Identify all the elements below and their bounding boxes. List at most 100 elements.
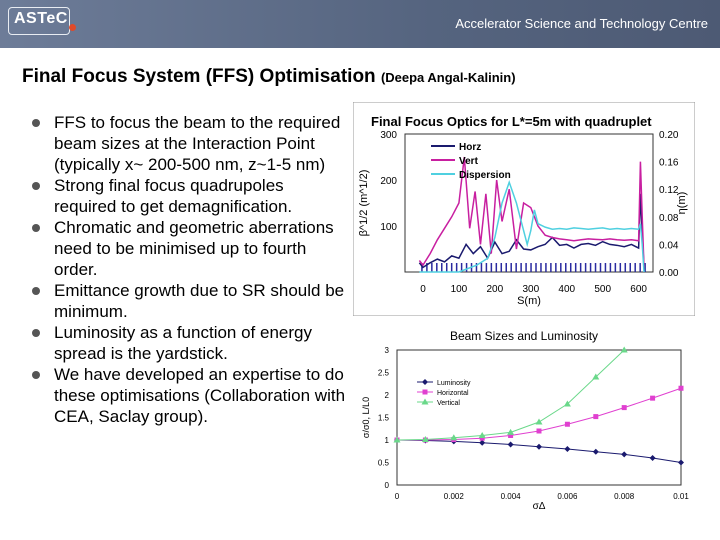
- data-point: [621, 405, 627, 411]
- series-line-vert: [418, 156, 645, 268]
- plot-area: [404, 133, 654, 273]
- bullet-item: Luminosity as a function of energy sprea…: [32, 322, 350, 364]
- data-point: [478, 432, 486, 438]
- x-tick-label: 0: [395, 492, 400, 501]
- series-line-dispersion: [419, 180, 645, 273]
- x-tick-label: 400: [558, 284, 575, 295]
- magnet-marker: [609, 263, 612, 272]
- data-point: [421, 436, 429, 443]
- bullet-icon: [32, 371, 40, 379]
- magnet-marker: [465, 263, 468, 272]
- magnet-marker: [569, 263, 572, 272]
- data-point: [450, 434, 458, 441]
- y2-tick-label: 0.20: [659, 130, 679, 141]
- y-axis-label: β^1/2 (m^1/2): [358, 170, 370, 237]
- magnet-marker: [421, 263, 423, 272]
- bullet-text: We have developed an expertise to do the…: [54, 365, 346, 426]
- legend-label: Horizontal: [437, 390, 469, 397]
- magnet-marker: [634, 263, 636, 272]
- magnet-marker: [505, 263, 507, 272]
- x-tick-label: 0.004: [501, 492, 522, 501]
- data-point: [678, 459, 684, 466]
- magnet-marker: [431, 263, 433, 272]
- header-banner: ASTeC Accelerator Science and Technology…: [0, 0, 720, 48]
- series-line-horz: [418, 193, 645, 269]
- bullet-icon: [32, 182, 40, 190]
- y-tick-label: 0: [385, 481, 390, 490]
- bullet-text: FFS to focus the beam to the required be…: [54, 113, 341, 174]
- legend-label: Luminosity: [437, 380, 471, 387]
- y-tick-label: 100: [380, 222, 397, 233]
- x-tick-label: 0.01: [673, 492, 689, 501]
- bullet-item: Chromatic and geometric aberrations need…: [32, 217, 350, 280]
- legend-label: Vert: [459, 156, 479, 167]
- astec-logo: ASTeC: [14, 10, 68, 27]
- magnet-marker: [475, 263, 478, 272]
- magnet-marker: [555, 263, 557, 272]
- y-tick-label: 2: [385, 391, 390, 400]
- series-line-vertical: [396, 349, 625, 441]
- y2-tick-label: 0.08: [659, 213, 679, 224]
- bullet-list: FFS to focus the beam to the required be…: [32, 112, 350, 427]
- y-tick-label: 1: [385, 436, 390, 445]
- data-point: [479, 435, 485, 441]
- data-point: [535, 418, 543, 425]
- bullet-text: Emittance growth due to SR should be min…: [54, 281, 345, 321]
- magnet-marker: [540, 263, 542, 272]
- data-point: [649, 455, 656, 461]
- legend-label: Vertical: [437, 400, 460, 407]
- bullet-text: Chromatic and geometric aberrations need…: [54, 218, 334, 279]
- data-point: [678, 385, 684, 391]
- bullet-item: FFS to focus the beam to the required be…: [32, 112, 350, 175]
- magnet-marker: [589, 263, 592, 272]
- magnet-marker: [560, 263, 562, 272]
- y2-axis-label: η(m): [676, 192, 688, 215]
- data-point: [564, 446, 571, 452]
- chart-frame: [353, 102, 695, 316]
- y-axis-label: σ/σ0, L/L0: [361, 397, 371, 438]
- x-axis-label: S(m): [517, 295, 541, 307]
- y2-tick-label: 0.04: [659, 240, 679, 251]
- x-tick-label: 0.008: [614, 492, 635, 501]
- slide-title: Final Focus System (FFS) Optimisation (D…: [22, 66, 516, 88]
- magnet-marker: [455, 263, 458, 272]
- data-point: [536, 443, 542, 450]
- bullet-item: Emittance growth due to SR should be min…: [32, 280, 350, 322]
- beam-size-chart: Beam Sizes and Luminosity 0 0.002 0.004 0.00…: [361, 329, 689, 512]
- data-point: [536, 428, 542, 434]
- magnet-marker: [579, 263, 582, 272]
- magnet-marker: [460, 263, 463, 272]
- bullet-item: We have developed an expertise to do the…: [32, 364, 350, 427]
- title-text: Final Focus System (FFS) Optimisation: [22, 66, 376, 87]
- y-tick-label: 300: [380, 130, 397, 141]
- y-tick-label: 2.5: [378, 369, 390, 378]
- magnet-marker: [574, 263, 577, 272]
- y-tick-label: 0.5: [378, 459, 390, 468]
- magnet-marker: [450, 263, 453, 272]
- series-line-luminosity: [396, 439, 682, 463]
- magnet-marker: [629, 263, 631, 272]
- magnet-marker: [594, 263, 597, 272]
- magnet-marker: [441, 263, 443, 272]
- magnet-marker: [584, 263, 587, 272]
- org-name: Accelerator Science and Technology Centr…: [455, 16, 708, 31]
- magnet-marker: [535, 263, 537, 272]
- legend-marker: [422, 389, 428, 395]
- data-point: [393, 436, 401, 443]
- magnet-marker: [545, 263, 547, 272]
- author-text: (Deepa Angal-Kalinin): [380, 70, 516, 85]
- magnet-marker: [495, 263, 498, 272]
- bullet-icon: [32, 329, 40, 337]
- magnet-marker: [565, 263, 567, 272]
- magnet-marker: [500, 263, 503, 272]
- legend-label: Dispersion: [459, 170, 511, 181]
- magnet-marker: [619, 263, 622, 272]
- magnet-marker: [485, 263, 488, 272]
- magnet-marker: [480, 263, 483, 272]
- x-tick-label: 300: [522, 284, 539, 295]
- magnet-marker: [426, 263, 428, 272]
- data-point: [508, 433, 514, 438]
- y2-tick-label: 0.12: [659, 185, 679, 196]
- magnet-marker: [520, 263, 522, 272]
- legend-label: Horz: [459, 142, 481, 153]
